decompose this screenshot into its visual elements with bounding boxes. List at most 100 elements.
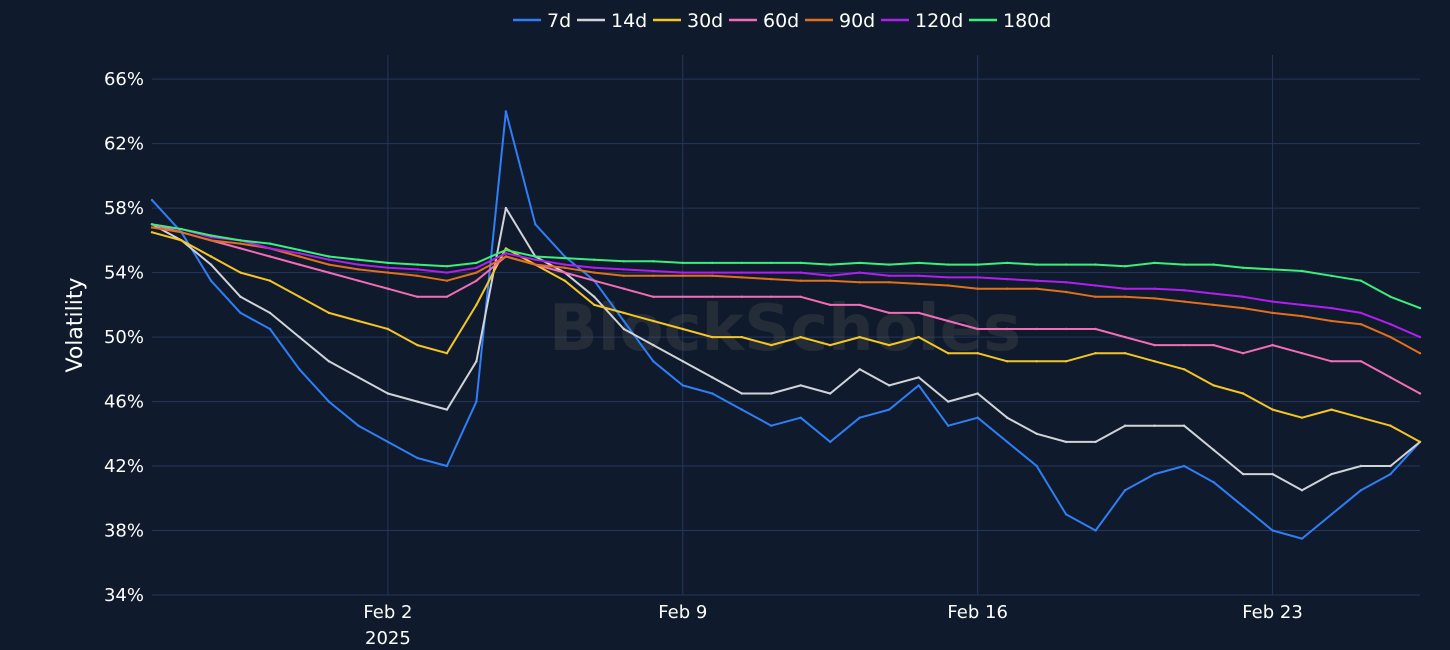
y-tick-label: 54% bbox=[104, 263, 144, 284]
data-point-14d bbox=[711, 376, 714, 379]
data-point-60d bbox=[829, 303, 832, 307]
data-point-180d bbox=[1064, 263, 1068, 266]
data-point-7d bbox=[504, 110, 508, 113]
data-point-30d bbox=[593, 303, 596, 307]
data-point-120d bbox=[888, 274, 891, 277]
data-point-120d bbox=[357, 263, 360, 266]
data-point-7d bbox=[1300, 537, 1304, 540]
data-point-60d bbox=[740, 295, 743, 298]
data-point-7d bbox=[711, 392, 714, 395]
data-point-30d bbox=[652, 319, 655, 323]
data-point-14d bbox=[1094, 440, 1097, 444]
data-point-90d bbox=[1035, 287, 1038, 290]
data-point-180d bbox=[445, 265, 449, 268]
data-point-90d bbox=[622, 274, 625, 277]
data-point-120d bbox=[1064, 281, 1068, 284]
x-tick-label: Feb 2 bbox=[363, 602, 412, 623]
data-point-30d bbox=[150, 231, 154, 234]
x-tick-label: Feb 9 bbox=[658, 602, 707, 623]
data-point-60d bbox=[711, 295, 714, 298]
data-point-30d bbox=[180, 239, 183, 242]
data-point-30d bbox=[1389, 424, 1392, 427]
data-point-90d bbox=[888, 281, 891, 284]
data-point-30d bbox=[917, 335, 920, 339]
data-point-7d bbox=[976, 416, 979, 419]
data-point-60d bbox=[858, 303, 861, 307]
data-point-60d bbox=[1271, 343, 1274, 347]
legend-item-14d[interactable]: 14d bbox=[577, 10, 647, 32]
data-point-90d bbox=[858, 281, 861, 284]
data-point-180d bbox=[386, 261, 390, 265]
data-point-30d bbox=[357, 319, 360, 323]
x-axis-ticks: Feb 2 2025 Feb 9 Feb 16 Feb 23 bbox=[363, 602, 1302, 649]
data-point-30d bbox=[239, 271, 242, 274]
data-point-60d bbox=[357, 279, 360, 282]
data-point-30d bbox=[1359, 416, 1363, 419]
data-point-180d bbox=[1389, 295, 1392, 298]
legend-item-90d[interactable]: 90d bbox=[805, 10, 875, 32]
data-point-120d bbox=[386, 266, 390, 269]
legend-item-7d[interactable]: 7d bbox=[513, 10, 571, 32]
data-point-180d bbox=[593, 258, 596, 261]
data-point-14d bbox=[475, 360, 478, 363]
data-point-180d bbox=[947, 263, 950, 266]
data-point-90d bbox=[386, 271, 390, 274]
data-point-180d bbox=[1212, 263, 1215, 266]
legend-item-180d[interactable]: 180d bbox=[969, 10, 1051, 32]
data-point-120d bbox=[622, 268, 625, 271]
data-point-30d bbox=[770, 343, 773, 347]
data-point-60d bbox=[1094, 327, 1097, 331]
data-point-90d bbox=[563, 266, 566, 269]
data-point-14d bbox=[1330, 472, 1333, 476]
data-point-30d bbox=[268, 279, 272, 282]
y-axis-title: Volatility bbox=[63, 277, 88, 372]
data-point-60d bbox=[652, 295, 655, 298]
data-point-14d bbox=[1389, 464, 1392, 468]
data-point-7d bbox=[1064, 513, 1068, 516]
data-point-7d bbox=[445, 464, 449, 468]
y-tick-label: 38% bbox=[104, 521, 144, 542]
data-point-60d bbox=[770, 295, 773, 298]
data-point-7d bbox=[268, 327, 272, 331]
data-point-60d bbox=[888, 311, 891, 315]
data-point-30d bbox=[1271, 408, 1274, 411]
data-point-7d bbox=[1241, 505, 1245, 508]
data-point-120d bbox=[740, 271, 743, 274]
data-point-14d bbox=[829, 392, 832, 395]
data-point-60d bbox=[1330, 360, 1333, 363]
data-point-7d bbox=[416, 456, 419, 460]
legend-item-30d[interactable]: 30d bbox=[653, 10, 723, 32]
data-point-120d bbox=[1300, 303, 1304, 307]
data-point-7d bbox=[1359, 489, 1363, 492]
data-point-14d bbox=[1271, 472, 1274, 476]
legend-item-120d[interactable]: 120d bbox=[881, 10, 963, 32]
data-point-7d bbox=[209, 279, 213, 282]
data-point-180d bbox=[534, 255, 537, 258]
data-point-180d bbox=[416, 263, 419, 266]
data-point-7d bbox=[770, 424, 773, 427]
data-point-30d bbox=[1330, 408, 1333, 411]
data-point-60d bbox=[1359, 360, 1363, 363]
data-point-120d bbox=[1271, 300, 1274, 303]
legend-item-60d[interactable]: 60d bbox=[729, 10, 799, 32]
data-point-90d bbox=[150, 226, 154, 229]
data-point-14d bbox=[652, 343, 655, 347]
data-point-90d bbox=[504, 255, 508, 258]
data-point-180d bbox=[1153, 261, 1156, 265]
data-point-90d bbox=[1153, 297, 1156, 300]
data-point-90d bbox=[357, 268, 360, 271]
data-point-60d bbox=[593, 279, 596, 282]
y-tick-label: 34% bbox=[104, 585, 144, 606]
x-tick-label: Feb 23 bbox=[1242, 602, 1303, 623]
series-line-180d bbox=[151, 223, 1421, 310]
data-point-60d bbox=[976, 327, 979, 331]
data-point-120d bbox=[445, 271, 449, 274]
data-point-180d bbox=[799, 261, 802, 265]
data-point-60d bbox=[327, 271, 331, 274]
data-point-90d bbox=[298, 255, 301, 258]
data-point-7d bbox=[799, 416, 802, 419]
data-point-180d bbox=[858, 261, 861, 265]
data-point-30d bbox=[1064, 360, 1068, 363]
